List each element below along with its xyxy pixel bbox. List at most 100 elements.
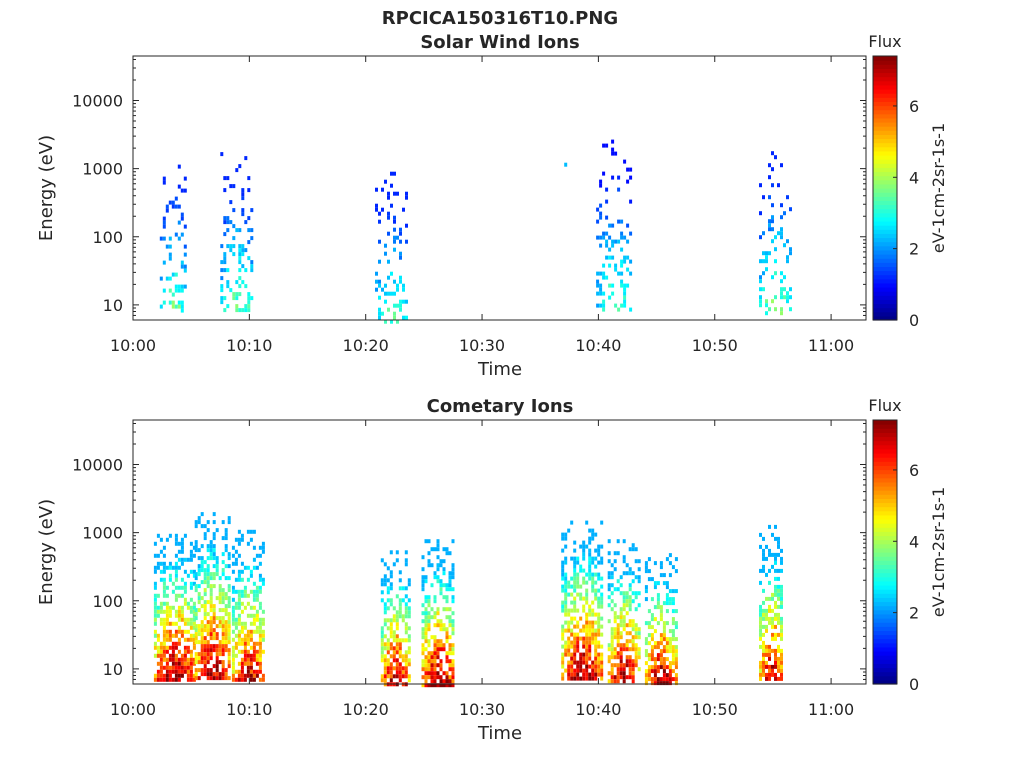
flux-cell <box>383 662 387 667</box>
flux-cell <box>246 565 250 570</box>
flux-cell <box>647 653 651 658</box>
flux-cell <box>159 537 163 542</box>
flux-cell <box>227 576 231 581</box>
flux-cell <box>209 616 213 621</box>
flux-cell <box>774 155 777 160</box>
flux-cell <box>404 610 408 615</box>
flux-cell <box>250 264 254 269</box>
flux-cell <box>180 545 184 550</box>
colorbar-segment <box>873 89 897 94</box>
colorbar-segment <box>873 295 897 300</box>
flux-cell <box>659 613 663 618</box>
flux-cell <box>771 239 774 244</box>
flux-cell <box>599 283 603 288</box>
flux-cell <box>564 620 568 625</box>
flux-cell <box>398 642 402 647</box>
flux-cell <box>153 541 157 546</box>
flux-cell <box>780 648 783 653</box>
flux-cell <box>588 548 592 553</box>
flux-cell <box>252 629 256 634</box>
flux-cell <box>579 660 583 665</box>
flux-cell <box>665 597 669 602</box>
flux-cell <box>585 544 589 549</box>
flux-cell <box>573 648 577 653</box>
flux-cell <box>616 639 620 644</box>
flux-cell <box>180 264 184 269</box>
flux-cell <box>227 660 231 665</box>
flux-cell <box>671 669 675 674</box>
flux-cell <box>200 632 204 637</box>
flux-cell <box>588 672 592 677</box>
flux-cell <box>628 599 632 604</box>
flux-cell <box>383 618 387 623</box>
flux-cell <box>261 617 265 622</box>
flux-cell <box>656 645 660 650</box>
flux-cell <box>159 677 163 682</box>
flux-cell <box>401 638 405 643</box>
flux-cell <box>261 637 265 642</box>
flux-cell <box>197 640 201 645</box>
flux-cell <box>194 524 198 529</box>
flux-cell <box>392 638 396 643</box>
flux-cell <box>177 641 181 646</box>
flux-cell <box>224 632 228 637</box>
flux-cell <box>383 654 387 659</box>
flux-cell <box>451 667 455 672</box>
flux-cell <box>582 604 586 609</box>
flux-cell <box>576 576 580 581</box>
flux-cell <box>224 596 228 601</box>
flux-cell <box>759 604 762 609</box>
flux-cell <box>171 272 175 277</box>
flux-cell <box>246 673 250 678</box>
flux-cell <box>402 207 405 212</box>
flux-cell <box>168 577 172 582</box>
flux-cell <box>427 651 431 656</box>
flux-cell <box>634 627 638 632</box>
flux-cell <box>619 675 623 680</box>
flux-cell <box>765 608 768 613</box>
flux-cell <box>780 235 783 240</box>
flux-cell <box>610 651 614 656</box>
flux-cell <box>567 676 571 681</box>
flux-cell <box>192 605 196 610</box>
flux-cell <box>768 608 771 613</box>
flux-cell <box>404 658 408 663</box>
flux-cell <box>226 280 230 285</box>
flux-cell <box>762 552 765 557</box>
flux-cell <box>445 547 449 552</box>
flux-cell <box>774 584 777 589</box>
flux-cell <box>203 572 207 577</box>
flux-cell <box>647 641 651 646</box>
flux-cell <box>399 231 402 236</box>
flux-cell <box>383 674 387 679</box>
flux-cell <box>433 683 437 688</box>
colorbar-segment <box>873 440 897 446</box>
flux-cell <box>153 605 157 610</box>
flux-cell <box>212 548 216 553</box>
flux-cell <box>238 276 242 281</box>
flux-cell <box>668 645 672 650</box>
flux-cell <box>448 587 452 592</box>
flux-cell <box>634 655 638 660</box>
flux-cell <box>186 645 190 650</box>
flux-cell <box>424 635 428 640</box>
flux-cell <box>392 674 396 679</box>
flux-cell <box>582 596 586 601</box>
flux-cell <box>186 657 190 662</box>
flux-cell <box>585 600 589 605</box>
flux-cell <box>594 612 598 617</box>
flux-cell <box>599 303 603 308</box>
flux-cell <box>616 623 620 628</box>
flux-cell <box>393 215 396 220</box>
flux-cell <box>786 239 789 244</box>
flux-cell <box>237 589 241 594</box>
flux-cell <box>237 537 241 542</box>
flux-cell <box>616 643 620 648</box>
flux-cell <box>424 575 428 580</box>
flux-cell <box>427 559 431 564</box>
flux-cell <box>177 593 181 598</box>
flux-cell <box>174 633 178 638</box>
y-tick-label: 100 <box>92 228 123 247</box>
colorbar-segment <box>873 225 897 230</box>
flux-cell <box>421 619 425 624</box>
